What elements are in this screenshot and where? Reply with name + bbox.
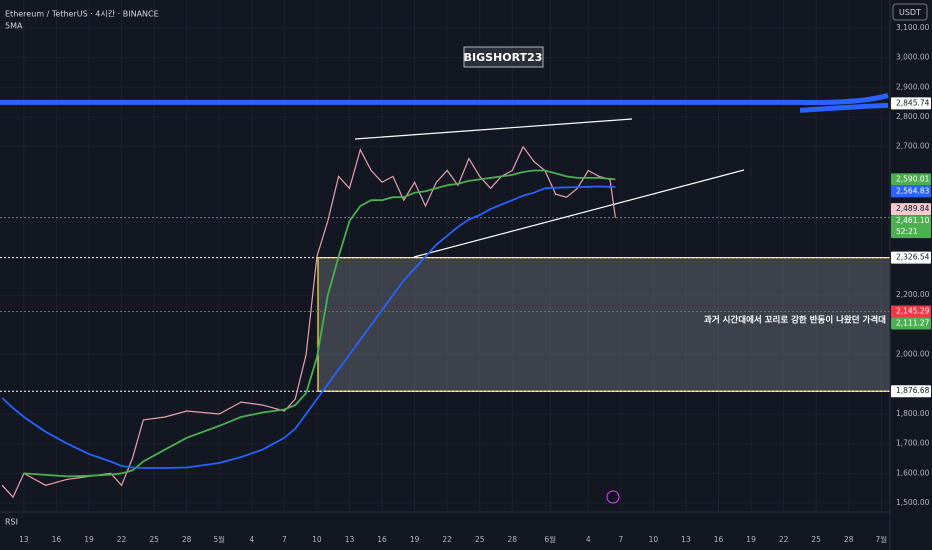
price-label-box bbox=[891, 173, 931, 186]
x-tick-label: 7월 bbox=[875, 534, 887, 544]
horizontal-zone-line bbox=[0, 93, 889, 113]
axes: 3,100.00 3,000.00 2,900.00 2,800.00 2,700.00… bbox=[19, 23, 931, 544]
drawings bbox=[0, 93, 890, 392]
x-tick-label: 13 bbox=[345, 535, 355, 544]
x-tick-label: 22 bbox=[117, 535, 127, 544]
y-tick-label: 2,800.00 bbox=[896, 112, 930, 121]
trend-line bbox=[413, 169, 745, 258]
watermark: BIGSHORT23 bbox=[464, 51, 543, 64]
y-tick-label: 2,700.00 bbox=[896, 142, 930, 151]
y-tick-label: 2,900.00 bbox=[896, 82, 930, 91]
x-tick-label: 28 bbox=[844, 535, 854, 544]
x-tick-label: 6월 bbox=[544, 534, 556, 544]
watermark-box bbox=[463, 46, 544, 68]
currency[interactable]: USDT bbox=[899, 8, 921, 17]
y-tick-label: 1,500.00 bbox=[896, 498, 930, 507]
series bbox=[1, 145, 616, 499]
price-label-box bbox=[891, 203, 931, 216]
price-label-box bbox=[891, 185, 931, 198]
price-line bbox=[1, 185, 616, 469]
price-line bbox=[23, 169, 616, 478]
x-tick-label: 10 bbox=[649, 535, 659, 544]
x-tick-label: 16 bbox=[714, 535, 724, 544]
symbol-title: Ethereum / TetherUS · 4시간 · BINANCE bbox=[5, 9, 159, 19]
x-tick-label: 10 bbox=[312, 535, 322, 544]
x-tick-label: 19 bbox=[746, 535, 756, 544]
x-tick-label: 16 bbox=[377, 535, 387, 544]
x-tick-label: 13 bbox=[19, 535, 29, 544]
price-label: 2,145.29 bbox=[896, 306, 930, 315]
price-label: 2,489.84 bbox=[896, 204, 930, 213]
annotation: 과거 시간대에서 꼬리로 강한 반동이 나왔던 가격대 bbox=[704, 315, 886, 326]
grid bbox=[0, 0, 890, 512]
x-tick-label: 28 bbox=[508, 535, 518, 544]
price-label: 2,461.10 bbox=[896, 216, 930, 225]
y-tick-label: 2,200.00 bbox=[896, 290, 930, 299]
y-tick-label: 3,100.00 bbox=[896, 23, 930, 32]
zone-box bbox=[318, 257, 890, 392]
x-tick-label: 4 bbox=[249, 535, 254, 544]
x-tick-label: 5월 bbox=[213, 534, 225, 544]
x-tick-label: 22 bbox=[442, 535, 452, 544]
price-label-box bbox=[891, 305, 931, 318]
x-tick-label: 4 bbox=[586, 535, 591, 544]
price-label: 2,564.83 bbox=[896, 186, 930, 195]
price-label: 2,590.01 bbox=[896, 174, 930, 183]
x-tick-label: 28 bbox=[182, 535, 192, 544]
countdown: 52:21 bbox=[896, 227, 918, 236]
y-tick-label: 1,600.00 bbox=[896, 468, 930, 477]
x-tick-label: 25 bbox=[149, 535, 159, 544]
x-tick-label: 25 bbox=[811, 535, 821, 544]
price-label: 1,876.68 bbox=[896, 386, 930, 395]
x-tick-label: 7 bbox=[618, 535, 623, 544]
x-tick-label: 22 bbox=[779, 535, 789, 544]
y-tick-label: 3,000.00 bbox=[896, 53, 930, 62]
indicator-name: 5MA bbox=[5, 22, 23, 31]
rsi-label: RSI bbox=[5, 518, 18, 527]
event-icon[interactable] bbox=[606, 490, 620, 504]
price-label-box bbox=[891, 385, 931, 398]
currency-button[interactable] bbox=[892, 3, 928, 21]
y-tick-label: 1,700.00 bbox=[896, 439, 930, 448]
price-label: 2,111.27 bbox=[896, 318, 930, 327]
price-label-box bbox=[891, 215, 931, 239]
price-label: 2,326.54 bbox=[896, 253, 930, 262]
y-tick-label: 1,800.00 bbox=[896, 409, 930, 418]
price-label-box bbox=[891, 317, 931, 330]
price-label-box bbox=[891, 97, 931, 110]
x-tick-label: 13 bbox=[681, 535, 691, 544]
x-tick-label: 19 bbox=[84, 535, 94, 544]
x-tick-label: 19 bbox=[410, 535, 420, 544]
x-tick-label: 25 bbox=[475, 535, 485, 544]
y-tick-label: 2,000.00 bbox=[896, 350, 930, 359]
trend-line bbox=[354, 118, 633, 140]
price-label: 2,845.74 bbox=[896, 98, 930, 107]
x-tick-label: 7 bbox=[282, 535, 287, 544]
x-tick-label: 16 bbox=[52, 535, 62, 544]
price-label-box bbox=[891, 251, 931, 264]
